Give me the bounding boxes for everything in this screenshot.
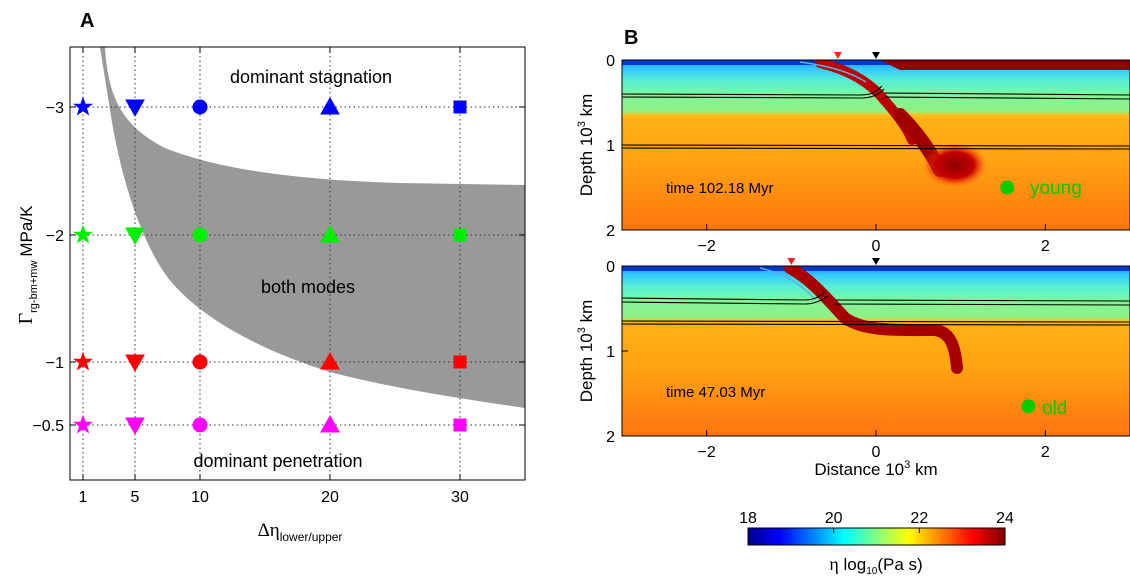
green-dot bbox=[1000, 181, 1014, 195]
reference-marker bbox=[872, 52, 880, 59]
marker-triangle-down bbox=[126, 355, 144, 371]
heatmap-x-tick-label: −2 bbox=[698, 444, 716, 461]
heatmap-x-tick-label: 0 bbox=[872, 238, 881, 255]
heatmap-x-tick-label: −2 bbox=[698, 238, 716, 255]
colorbar-tick-label: 22 bbox=[910, 510, 928, 527]
colorbar-tick-label: 18 bbox=[739, 510, 757, 527]
marker-triangle-down bbox=[126, 228, 144, 244]
y-tick-label: −2 bbox=[46, 228, 64, 245]
x-tick-label: 10 bbox=[191, 489, 209, 506]
marker-square bbox=[454, 101, 466, 113]
heatmap-top-ylabel: Depth 103 km bbox=[576, 94, 596, 197]
marker-circle bbox=[193, 228, 207, 242]
panel-b: B bbox=[576, 27, 1130, 577]
colorbar bbox=[748, 528, 1005, 545]
reference-marker bbox=[872, 258, 880, 265]
marker-triangle-up bbox=[321, 416, 339, 432]
heatmap-y-tick-label: 1 bbox=[606, 138, 615, 155]
x-tick-label: 5 bbox=[131, 489, 140, 506]
colorbar-label: η log10(Pa s) bbox=[829, 554, 922, 577]
panel-b-label: B bbox=[624, 27, 638, 49]
marker-square bbox=[454, 356, 466, 368]
svg-text:Depth 103 km: Depth 103 km bbox=[576, 300, 596, 403]
panel-a-xlabel: Δηlower/upper bbox=[258, 520, 343, 544]
y-tick-label: −1 bbox=[46, 355, 64, 372]
colorbar-tick-label: 20 bbox=[825, 510, 843, 527]
x-tick-label: 1 bbox=[79, 489, 88, 506]
heatmap-xlabel: Distance 103 km bbox=[814, 459, 937, 479]
marker-circle bbox=[193, 100, 207, 114]
heatmap-y-tick-label: 1 bbox=[606, 344, 615, 361]
trench-marker bbox=[834, 52, 842, 59]
svg-text:Γrg-bm+mwMPa/K: Γrg-bm+mwMPa/K bbox=[15, 205, 40, 325]
marker-star bbox=[74, 98, 91, 114]
time-label-bottom: time 47.03 Myr bbox=[666, 384, 765, 401]
marker-square bbox=[454, 229, 466, 241]
old-label: old bbox=[1042, 398, 1067, 419]
marker-star bbox=[74, 226, 91, 242]
colorbar-tick-label: 24 bbox=[996, 510, 1014, 527]
svg-text:Depth 103 km: Depth 103 km bbox=[576, 94, 596, 197]
marker-triangle-down bbox=[126, 100, 144, 116]
marker-circle bbox=[193, 418, 207, 432]
heatmap-y-tick-label: 2 bbox=[606, 429, 615, 446]
heatmap-x-tick-label: 0 bbox=[872, 444, 881, 461]
heatmap-bottom-ylabel: Depth 103 km bbox=[576, 300, 596, 403]
time-label-top: time 102.18 Myr bbox=[666, 180, 774, 197]
young-label: young bbox=[1030, 178, 1082, 199]
green-dot bbox=[1021, 399, 1035, 413]
y-tick-label: −3 bbox=[46, 100, 64, 117]
marker-triangle-down bbox=[126, 418, 144, 434]
marker-square bbox=[454, 419, 466, 431]
annotation-stagnation: dominant stagnation bbox=[230, 67, 392, 87]
annotation-penetration: dominant penetration bbox=[193, 451, 362, 471]
heatmap-x-tick-label: 2 bbox=[1041, 444, 1050, 461]
heatmap-y-tick-label: 0 bbox=[606, 259, 615, 276]
heatmap-y-tick-label: 2 bbox=[606, 223, 615, 240]
trench-marker bbox=[787, 258, 795, 265]
x-tick-label: 30 bbox=[451, 489, 469, 506]
annotation-both-modes: both modes bbox=[261, 277, 355, 297]
panel-a-label: A bbox=[80, 10, 94, 32]
y-tick-label: −0.5 bbox=[32, 418, 64, 435]
panel-a-ylabel: Γrg-bm+mwMPa/K bbox=[15, 205, 40, 325]
heatmap-x-tick-label: 2 bbox=[1041, 238, 1050, 255]
marker-circle bbox=[193, 355, 207, 369]
heatmap-top bbox=[622, 60, 1130, 230]
heatmap-y-tick-label: 0 bbox=[606, 53, 615, 70]
marker-triangle-up bbox=[321, 98, 339, 114]
x-tick-label: 20 bbox=[321, 489, 339, 506]
panel-a: A 1 5 10 20 30 −3 −2 −1 −0.5 dominant stagnation… bbox=[15, 10, 525, 544]
